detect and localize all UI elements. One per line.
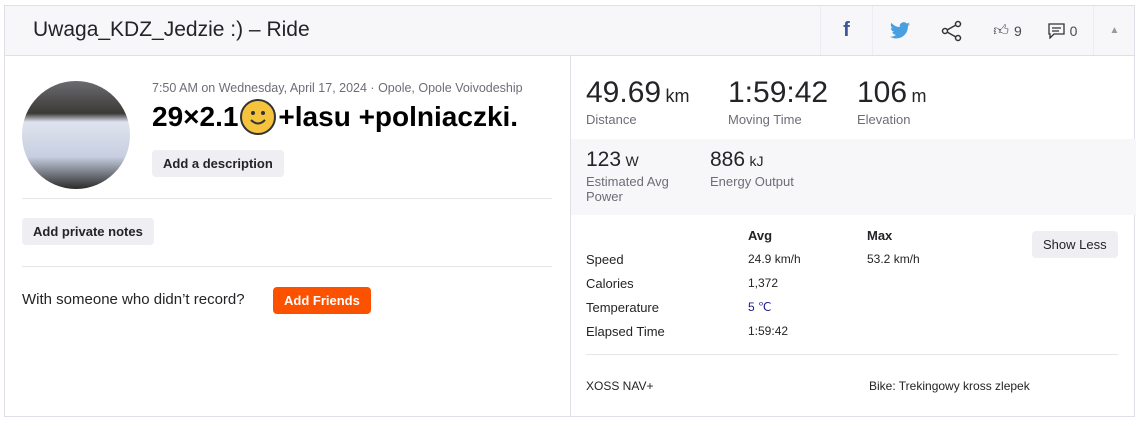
activity-name: 29×2.1 +lasu +polniaczki. <box>152 99 518 135</box>
twitter-share-button[interactable] <box>872 6 927 55</box>
thumbs-up-icon: 👍︎ <box>993 21 1009 39</box>
facebook-icon: f <box>843 19 850 41</box>
caret-up-icon: ▲ <box>1109 25 1120 36</box>
divider <box>586 354 1118 355</box>
stat-label: Moving Time <box>728 112 802 127</box>
divider <box>22 266 552 267</box>
stat-unit: m <box>911 86 927 106</box>
share-icon <box>941 20 962 41</box>
row-avg: 1:59:42 <box>748 324 789 338</box>
row-max: 53.2 km/h <box>867 252 920 266</box>
col-max: Max <box>867 228 893 243</box>
stat-energy: 886 kJ Energy Output <box>710 148 794 189</box>
activity-summary: 7:50 AM on Wednesday, April 17, 2024 · O… <box>5 56 571 417</box>
divider <box>22 198 552 199</box>
row-avg: 24.9 km/h <box>748 252 801 266</box>
stat-moving-time: 1:59:42 Moving Time <box>728 76 828 127</box>
row-label: Elapsed Time <box>586 324 665 339</box>
stat-distance: 49.69 km Distance <box>586 76 690 127</box>
collapse-button[interactable]: ▲ <box>1093 6 1135 55</box>
stat-label: Estimated Avg Power <box>586 174 669 204</box>
stat-value: 123 <box>586 148 622 171</box>
kudos-button[interactable]: 👍︎ 9 <box>985 6 1030 55</box>
stat-unit: km <box>665 86 690 106</box>
activity-meta: 7:50 AM on Wednesday, April 17, 2024 · O… <box>152 81 523 95</box>
row-label: Temperature <box>586 300 659 315</box>
stat-label: Distance <box>586 112 637 127</box>
stat-unit: W <box>625 153 639 169</box>
with-someone-text: With someone who didn’t record? <box>22 291 245 308</box>
comments-count: 0 <box>1069 22 1078 39</box>
activity-stats: 49.69 km Distance 1:59:42 Moving Time 106 … <box>571 56 1136 417</box>
row-avg: 5 ℃ <box>748 300 772 314</box>
facebook-share-button[interactable]: f <box>820 6 872 55</box>
activity-name-prefix: 29×2.1 <box>152 101 239 132</box>
page-title: Uwaga_KDZ_Jedzie :) – Ride <box>33 18 310 41</box>
stat-unit: kJ <box>749 153 764 169</box>
row-label: Calories <box>586 276 634 291</box>
header: Uwaga_KDZ_Jedzie :) – Ride f 👍︎ 9 0 ▲ <box>5 6 1134 56</box>
row-avg: 1,372 <box>748 276 779 290</box>
stat-power: 123 W Estimated Avg Power <box>586 148 686 204</box>
add-private-notes-button[interactable]: Add private notes <box>22 218 154 245</box>
comment-icon <box>1047 22 1065 39</box>
stat-value: 106 <box>857 76 908 109</box>
comments-button[interactable]: 0 <box>1040 6 1085 55</box>
secondary-stats: 123 W Estimated Avg Power 886 kJ Energy Ou… <box>571 139 1136 215</box>
col-avg: Avg <box>748 228 773 243</box>
add-friends-button[interactable]: Add Friends <box>273 287 371 314</box>
stat-elevation: 106 m Elevation <box>857 76 927 127</box>
stat-value: 1:59:42 <box>728 76 829 109</box>
share-button[interactable] <box>927 6 977 55</box>
smiley-emoji-icon <box>240 99 277 135</box>
athlete-avatar[interactable] <box>22 81 130 189</box>
activity-card: Uwaga_KDZ_Jedzie :) – Ride f 👍︎ 9 0 ▲ 7:5… <box>4 5 1136 417</box>
activity-name-suffix: +lasu +polniaczki. <box>278 101 519 132</box>
add-description-button[interactable]: Add a description <box>152 150 284 177</box>
twitter-icon <box>890 22 910 39</box>
stat-value: 49.69 <box>586 76 662 109</box>
stat-label: Energy Output <box>710 174 794 189</box>
stat-value: 886 <box>710 148 746 171</box>
bike-name[interactable]: Bike: Trekingowy kross zlepek <box>869 379 1030 393</box>
stat-label: Elevation <box>857 112 911 127</box>
kudos-count: 9 <box>1013 22 1022 39</box>
device-name: XOSS NAV+ <box>586 379 654 393</box>
row-label: Speed <box>586 252 624 267</box>
show-less-button[interactable]: Show Less <box>1032 231 1118 258</box>
